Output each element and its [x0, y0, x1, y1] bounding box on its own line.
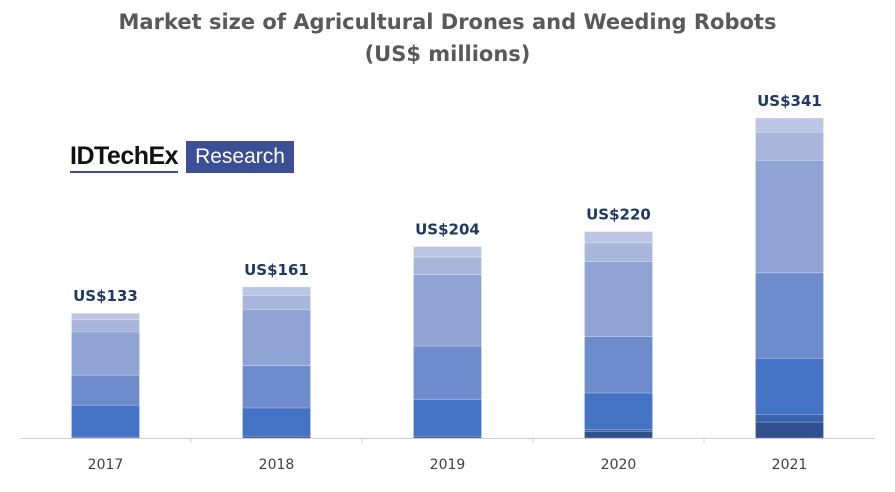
- title-line-2: (US$ millions): [364, 42, 531, 66]
- bar-segment: [71, 404, 140, 438]
- bar-segment: [413, 246, 482, 258]
- x-tick-label: 2018: [259, 457, 295, 473]
- bar-segment: [242, 365, 311, 409]
- bar-segment: [584, 392, 653, 430]
- total-label: US$204: [415, 221, 480, 239]
- bar-segment: [584, 261, 653, 337]
- bar-segment: [755, 357, 824, 415]
- total-label: US$133: [73, 287, 138, 305]
- bar-segment: [242, 295, 311, 310]
- bar-segment: [584, 431, 653, 439]
- bar-segment: [242, 309, 311, 367]
- bar-segment: [242, 407, 311, 437]
- bar-segment: [413, 345, 482, 400]
- bar-segment: [71, 331, 140, 376]
- bar-segment: [71, 374, 140, 406]
- total-label: US$161: [244, 261, 309, 279]
- bar-segment: [584, 242, 653, 262]
- bar-segment: [413, 256, 482, 276]
- idtechex-logo: IDTechEx Research: [70, 141, 294, 173]
- bar-segment: [413, 274, 482, 347]
- bar-segment: [755, 421, 824, 439]
- chart-title: Market size of Agricultural Drones and W…: [0, 6, 895, 70]
- bar-segment: [242, 286, 311, 296]
- bar-segment: [755, 131, 824, 161]
- total-label: US$220: [586, 206, 651, 224]
- total-label: US$341: [757, 92, 822, 110]
- bar-segment: [584, 336, 653, 394]
- bar-segment: [755, 117, 824, 133]
- x-tick-label: 2020: [601, 457, 637, 473]
- title-line-1: Market size of Agricultural Drones and W…: [118, 10, 777, 34]
- bar-segment: [71, 312, 140, 321]
- bar-segment: [755, 414, 824, 423]
- bar-segment: [755, 272, 824, 359]
- x-tick-label: 2021: [772, 457, 808, 473]
- logo-brand: IDTechEx: [70, 142, 179, 173]
- x-tick-label: 2017: [88, 457, 124, 473]
- logo-suffix: Research: [186, 141, 294, 173]
- x-tick-label: 2019: [430, 457, 466, 473]
- bar-segment: [71, 319, 140, 333]
- bar-segment: [755, 159, 824, 274]
- bar-segment: [584, 231, 653, 244]
- bar-segment: [413, 399, 482, 437]
